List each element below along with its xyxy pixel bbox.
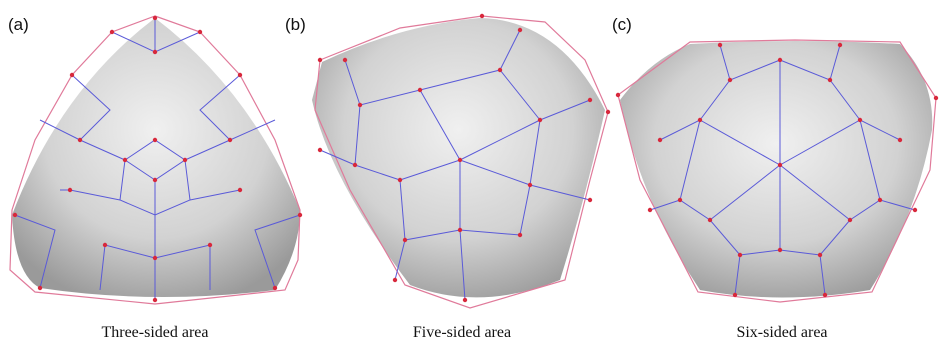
- panel-label: (a): [8, 15, 29, 34]
- panel-caption: Six-sided area: [736, 324, 827, 341]
- panel-c: [616, 40, 938, 302]
- panel-label: (b): [285, 15, 306, 34]
- surface: [620, 41, 932, 298]
- panel-caption: Five-sided area: [413, 324, 511, 341]
- panel-caption: Three-sided area: [101, 324, 208, 341]
- panel-label: (c): [612, 15, 632, 34]
- panel-b: [312, 14, 610, 308]
- panel-a: [10, 16, 302, 304]
- surface: [12, 18, 300, 297]
- figure: (a) (b) (c) Three-sided area Five-sided …: [0, 0, 940, 349]
